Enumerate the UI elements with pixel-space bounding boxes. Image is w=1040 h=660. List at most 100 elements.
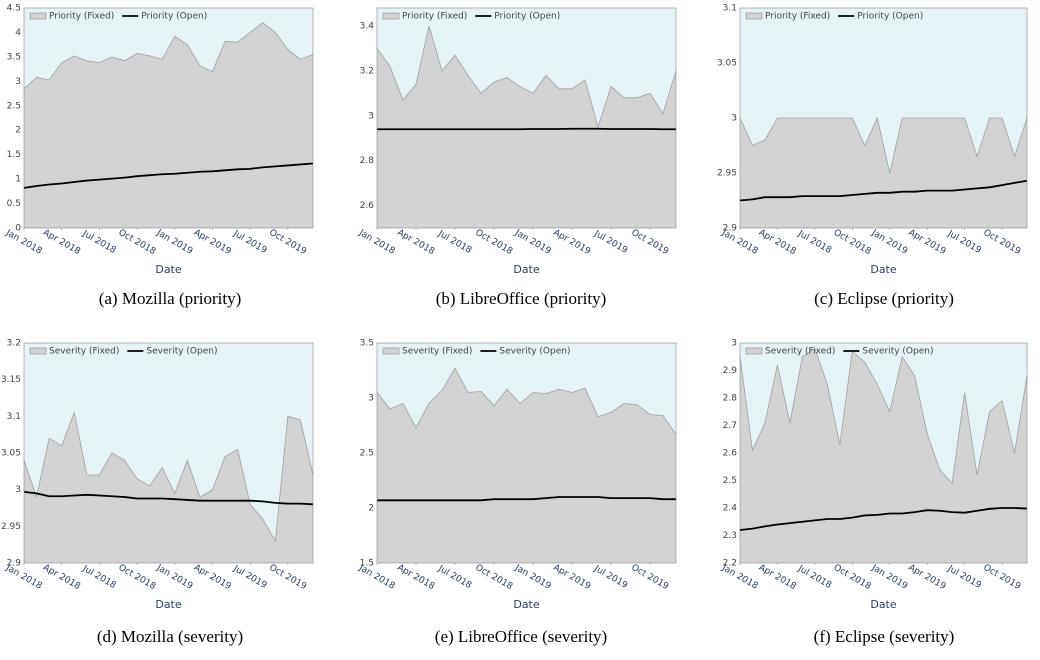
x-tick-label: Jan 2019 bbox=[154, 563, 194, 592]
y-tick-label: 4.5 bbox=[7, 4, 21, 14]
y-tick-label: 3.5 bbox=[360, 339, 374, 349]
x-tick-label: Oct 2018 bbox=[832, 228, 873, 257]
x-tick-label: Jul 2019 bbox=[231, 563, 269, 591]
legend-label: Priority (Open) bbox=[857, 12, 923, 22]
x-axis-label: Date bbox=[155, 598, 182, 611]
x-tick-label: Apr 2018 bbox=[757, 563, 798, 592]
legend-label: Severity (Open) bbox=[146, 347, 217, 357]
x-tick-label: Oct 2018 bbox=[473, 228, 514, 257]
x-tick-label: Apr 2019 bbox=[551, 563, 592, 592]
y-tick-label: 3 bbox=[15, 77, 21, 87]
y-tick-label: 2.4 bbox=[723, 504, 738, 514]
x-tick-label: Jan 2018 bbox=[719, 228, 759, 257]
y-tick-label: 3 bbox=[731, 339, 737, 349]
legend-label: Severity (Open) bbox=[499, 347, 570, 357]
y-tick-label: 2 bbox=[15, 126, 21, 136]
y-tick-label: 2.7 bbox=[723, 421, 737, 431]
x-axis-label: Date bbox=[870, 263, 897, 276]
x-tick-label: Jan 2019 bbox=[154, 228, 194, 257]
legend-label: Severity (Fixed) bbox=[765, 347, 835, 357]
x-tick-label: Oct 2018 bbox=[832, 563, 873, 592]
x-tick-label: Jul 2018 bbox=[80, 228, 118, 256]
caption: (e) LibreOffice (severity) bbox=[435, 627, 607, 646]
y-tick-label: 2.6 bbox=[723, 449, 738, 459]
x-tick-label: Oct 2018 bbox=[473, 563, 514, 592]
x-tick-label: Apr 2019 bbox=[192, 563, 233, 592]
y-tick-label: 3.15 bbox=[1, 375, 21, 385]
x-axis-label: Date bbox=[870, 598, 897, 611]
y-tick-label: 2.8 bbox=[360, 156, 375, 166]
x-tick-label: Jul 2019 bbox=[945, 228, 983, 256]
x-tick-label: Oct 2019 bbox=[629, 228, 670, 257]
y-tick-label: 1 bbox=[15, 175, 21, 185]
x-tick-label: Jul 2018 bbox=[436, 228, 474, 256]
x-tick-label: Jan 2018 bbox=[3, 563, 43, 592]
x-tick-label: Jan 2019 bbox=[869, 228, 909, 257]
legend-swatch bbox=[746, 13, 762, 19]
x-tick-label: Apr 2018 bbox=[395, 563, 436, 592]
legend-label: Severity (Fixed) bbox=[402, 347, 472, 357]
caption: (c) Eclipse (priority) bbox=[814, 289, 954, 308]
x-tick-label: Oct 2019 bbox=[981, 228, 1022, 257]
legend-label: Severity (Fixed) bbox=[49, 347, 119, 357]
y-tick-label: 1.5 bbox=[7, 150, 21, 160]
y-tick-label: 0.5 bbox=[7, 199, 21, 209]
y-tick-label: 3 bbox=[15, 485, 21, 495]
legend-label: Priority (Open) bbox=[141, 12, 207, 22]
y-tick-label: 2.5 bbox=[7, 101, 21, 111]
caption: (a) Mozilla (priority) bbox=[99, 289, 242, 308]
x-tick-label: Jan 2019 bbox=[512, 228, 552, 257]
x-tick-label: Apr 2018 bbox=[757, 228, 798, 257]
y-tick-label: 3.05 bbox=[1, 449, 21, 459]
caption: (d) Mozilla (severity) bbox=[97, 627, 243, 646]
legend-label: Severity (Open) bbox=[862, 347, 933, 357]
y-tick-label: 2.6 bbox=[360, 201, 375, 211]
y-tick-label: 3.5 bbox=[7, 52, 21, 62]
y-tick-label: 2.95 bbox=[717, 169, 737, 179]
legend-swatch bbox=[383, 348, 399, 354]
x-axis-label: Date bbox=[155, 263, 182, 276]
y-tick-label: 3.2 bbox=[7, 339, 21, 349]
y-tick-label: 3.1 bbox=[723, 4, 737, 14]
x-tick-label: Jul 2019 bbox=[231, 228, 269, 256]
legend-label: Priority (Fixed) bbox=[49, 12, 114, 22]
legend-label: Priority (Fixed) bbox=[402, 12, 467, 22]
legend-label: Priority (Open) bbox=[494, 12, 560, 22]
x-tick-label: Oct 2018 bbox=[116, 228, 157, 257]
x-tick-label: Oct 2019 bbox=[629, 563, 670, 592]
x-axis-label: Date bbox=[513, 263, 540, 276]
legend-swatch bbox=[30, 13, 46, 19]
x-tick-label: Jul 2018 bbox=[436, 563, 474, 591]
y-tick-label: 4 bbox=[15, 28, 21, 38]
y-tick-label: 2.95 bbox=[1, 522, 21, 532]
y-tick-label: 2.3 bbox=[723, 531, 737, 541]
y-tick-label: 2 bbox=[368, 504, 374, 514]
x-tick-label: Jan 2018 bbox=[719, 563, 759, 592]
y-tick-label: 3.1 bbox=[7, 412, 21, 422]
caption: (b) LibreOffice (priority) bbox=[436, 289, 607, 308]
x-tick-label: Apr 2018 bbox=[395, 228, 436, 257]
x-tick-label: Apr 2018 bbox=[41, 563, 82, 592]
y-tick-label: 2.8 bbox=[723, 394, 738, 404]
x-tick-label: Jul 2019 bbox=[592, 563, 630, 591]
x-tick-label: Jul 2019 bbox=[592, 228, 630, 256]
x-tick-label: Jan 2019 bbox=[869, 563, 909, 592]
x-axis-label: Date bbox=[513, 598, 540, 611]
x-tick-label: Jul 2018 bbox=[795, 228, 833, 256]
x-tick-label: Jan 2019 bbox=[512, 563, 552, 592]
x-tick-label: Oct 2019 bbox=[267, 228, 308, 257]
y-tick-label: 3.2 bbox=[360, 66, 374, 76]
caption: (f) Eclipse (severity) bbox=[814, 627, 955, 646]
x-tick-label: Jan 2018 bbox=[356, 228, 396, 257]
x-tick-label: Jul 2018 bbox=[80, 563, 118, 591]
legend-swatch bbox=[746, 348, 762, 354]
x-tick-label: Apr 2019 bbox=[192, 228, 233, 257]
legend-label: Priority (Fixed) bbox=[765, 12, 830, 22]
x-tick-label: Apr 2018 bbox=[41, 228, 82, 257]
